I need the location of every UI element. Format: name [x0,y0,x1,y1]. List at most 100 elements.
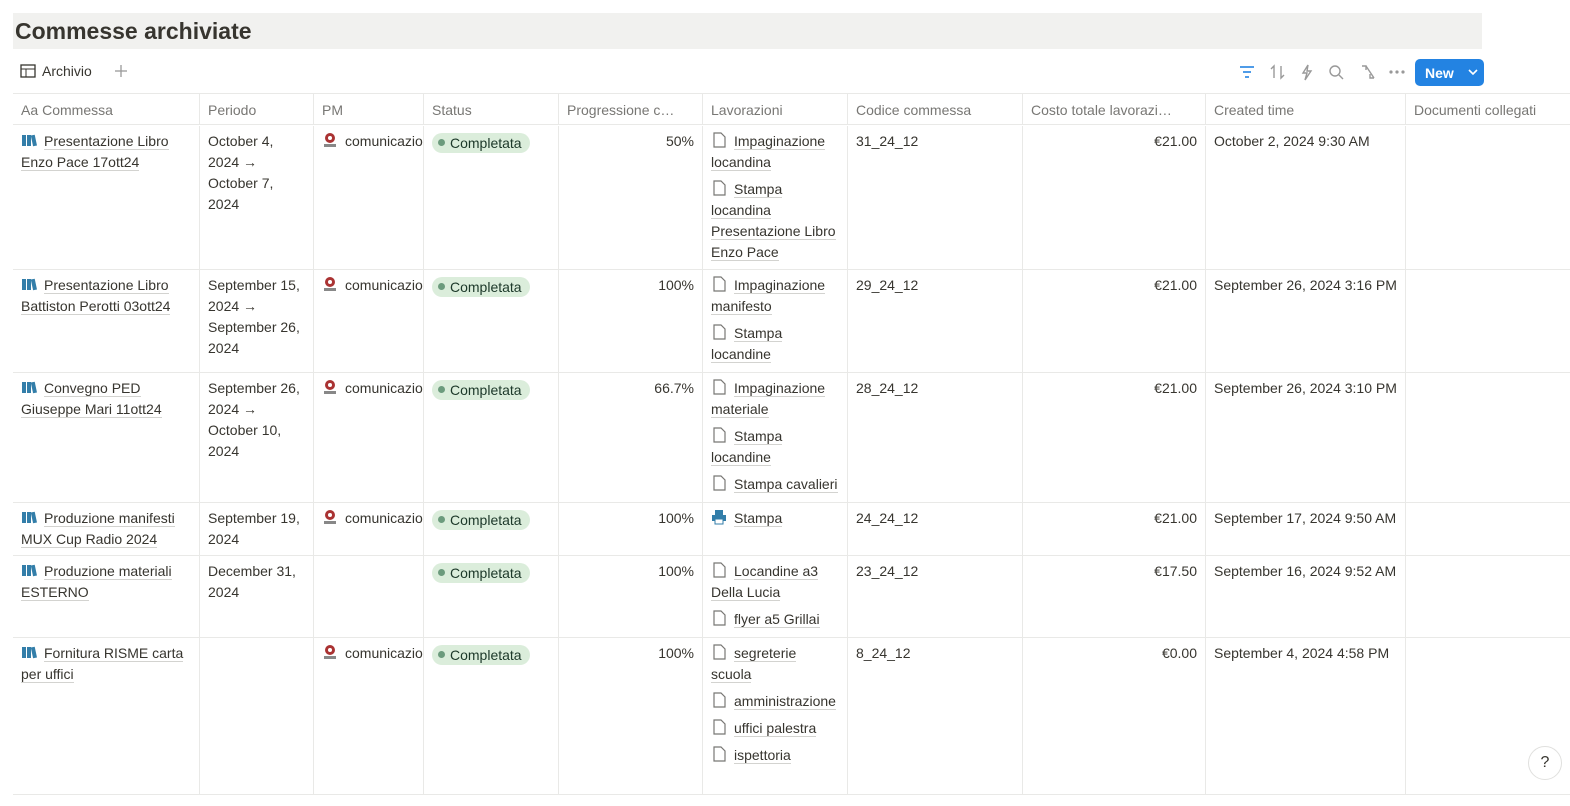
record-title[interactable]: Presentazione Libro Battiston Perotti 03… [21,277,171,315]
cell: Completata [424,503,559,556]
cell [1406,638,1570,795]
cell: Locandine a3 Della Lucia flyer a5 Grillai [703,556,848,638]
cell: Completata [424,373,559,503]
person: comunicazio [345,380,423,396]
table-icon [20,64,36,78]
relation-label[interactable]: Locandine a3 Della Lucia [711,563,819,601]
cell-text: €21.00 [1154,133,1197,149]
cell[interactable]: Convegno PED Giuseppe Mari 11ott24 [13,373,200,503]
column-header[interactable]: Codice commessa [848,93,1023,125]
cell-text: €21.00 [1154,277,1197,293]
cell-text: €17.50 [1154,563,1197,579]
relation-item[interactable]: Stampa [711,508,839,529]
cell-text: 31_24_12 [856,133,919,149]
relation-item[interactable]: ispettoria [711,745,839,766]
relation-item[interactable]: Impaginazione manifesto [711,275,839,317]
relation-item[interactable]: Stampa locandine [711,323,839,365]
column-header[interactable]: Created time [1206,93,1406,125]
avatar [324,510,336,524]
help-button[interactable]: ? [1528,746,1562,780]
record-title[interactable]: Produzione manifesti MUX Cup Radio 2024 [21,510,175,548]
column-label: Status [432,102,472,118]
relation-item[interactable]: Impaginazione materiale [711,378,839,420]
relation-label[interactable]: Stampa [734,510,783,527]
relation-label[interactable]: ispettoria [734,747,791,764]
relation-item[interactable]: Stampa locandine [711,426,839,468]
cell: €0.00 [1023,638,1206,795]
cell: 24_24_12 [848,503,1023,556]
cell-text: September 17, 2024 9:50 AM [1214,510,1397,526]
cell[interactable]: Presentazione Libro Enzo Pace 17ott24 [13,126,200,270]
cell[interactable]: Presentazione Libro Battiston Perotti 03… [13,270,200,373]
record-title[interactable]: Presentazione Libro Enzo Pace 17ott24 [21,133,169,171]
cell: Impaginazione locandina Stampa locandina … [703,126,848,270]
cell-text: October 2, 2024 9:30 AM [1214,133,1370,149]
status-text: Completata [450,134,522,151]
view-tab[interactable]: Archivio [20,63,128,79]
status-dot [438,386,445,393]
column-label: Commessa [42,102,113,118]
relation-item[interactable]: Stampa cavalieri [711,474,839,495]
cell-text: October 4, 2024 → October 7, 2024 [208,133,274,212]
cell: €21.00 [1023,126,1206,270]
status-pill: Completata [432,276,530,297]
column-header[interactable]: Status [424,93,559,125]
column-header[interactable]: Progressione c… [559,93,703,125]
relation-item[interactable]: segreterie scuola [711,643,839,685]
cell [1406,556,1570,638]
cell-text: September 4, 2024 4:58 PM [1214,645,1390,661]
cell-text: 100% [658,277,694,293]
column-header[interactable]: Periodo [200,93,314,125]
record-title[interactable]: Produzione materiali ESTERNO [21,563,172,601]
relation-icon [712,510,726,525]
relation-label[interactable]: Stampa locandine [711,428,783,466]
relation-label[interactable]: Impaginazione manifesto [711,277,826,315]
relation-label[interactable]: Stampa locandina Presentazione Libro Enz… [711,181,836,261]
relation-item[interactable]: Stampa locandina Presentazione Libro Enz… [711,179,839,263]
relation-label[interactable]: Impaginazione materiale [711,380,826,418]
cell-text: 100% [658,510,694,526]
relation-item[interactable]: Impaginazione locandina [711,131,839,173]
column-header[interactable]: Lavorazioni [703,93,848,125]
page-icon [22,134,37,147]
new-button[interactable]: New [1415,59,1484,86]
relation-label[interactable]: Stampa locandine [711,325,783,363]
page-icon [22,278,37,291]
relation-label[interactable]: flyer a5 Grillai [734,611,820,628]
column-header[interactable]: Documenti collegati [1406,93,1570,125]
cell: 50% [559,126,703,270]
relation-label[interactable]: segreterie scuola [711,645,797,683]
cell-text: €21.00 [1154,510,1197,526]
record-title[interactable]: Fornitura RISME carta per uffici [21,645,184,683]
page-icon [22,511,37,524]
record-title[interactable]: Convegno PED Giuseppe Mari 11ott24 [21,380,162,418]
cell: 100% [559,270,703,373]
column-header[interactable]: Costo totale lavorazi… [1023,93,1206,125]
relation-item[interactable]: Locandine a3 Della Lucia [711,561,839,603]
relation-label[interactable]: uffici palestra [734,720,817,737]
column-header[interactable]: Aa Commessa [13,93,200,125]
relation-item[interactable]: flyer a5 Grillai [711,609,839,630]
cell: September 26, 2024 3:10 PM [1206,373,1406,503]
cell-text: €0.00 [1161,645,1197,661]
status-pill: Completata [432,379,530,400]
cell: Completata [424,126,559,270]
cell[interactable]: Produzione materiali ESTERNO [13,556,200,638]
relation-label[interactable]: Stampa cavalieri [734,476,838,493]
relation-label[interactable]: Impaginazione locandina [711,133,826,171]
cell: 28_24_12 [848,373,1023,503]
add-view[interactable] [98,64,128,78]
cell-text: 66.7% [654,380,694,396]
status-text: Completata [450,646,522,663]
cell: 66.7% [559,373,703,503]
cell-text: 28_24_12 [856,380,919,396]
relation-label[interactable]: amministrazione [734,693,836,710]
cell-text: €21.00 [1154,380,1197,396]
cell[interactable]: Produzione manifesti MUX Cup Radio 2024 [13,503,200,556]
cell [1406,126,1570,270]
cell[interactable]: Fornitura RISME carta per uffici [13,638,200,795]
relation-item[interactable]: amministrazione [711,691,839,712]
column-header[interactable]: PM [314,93,424,125]
relation-icon [713,132,726,148]
relation-item[interactable]: uffici palestra [711,718,839,739]
